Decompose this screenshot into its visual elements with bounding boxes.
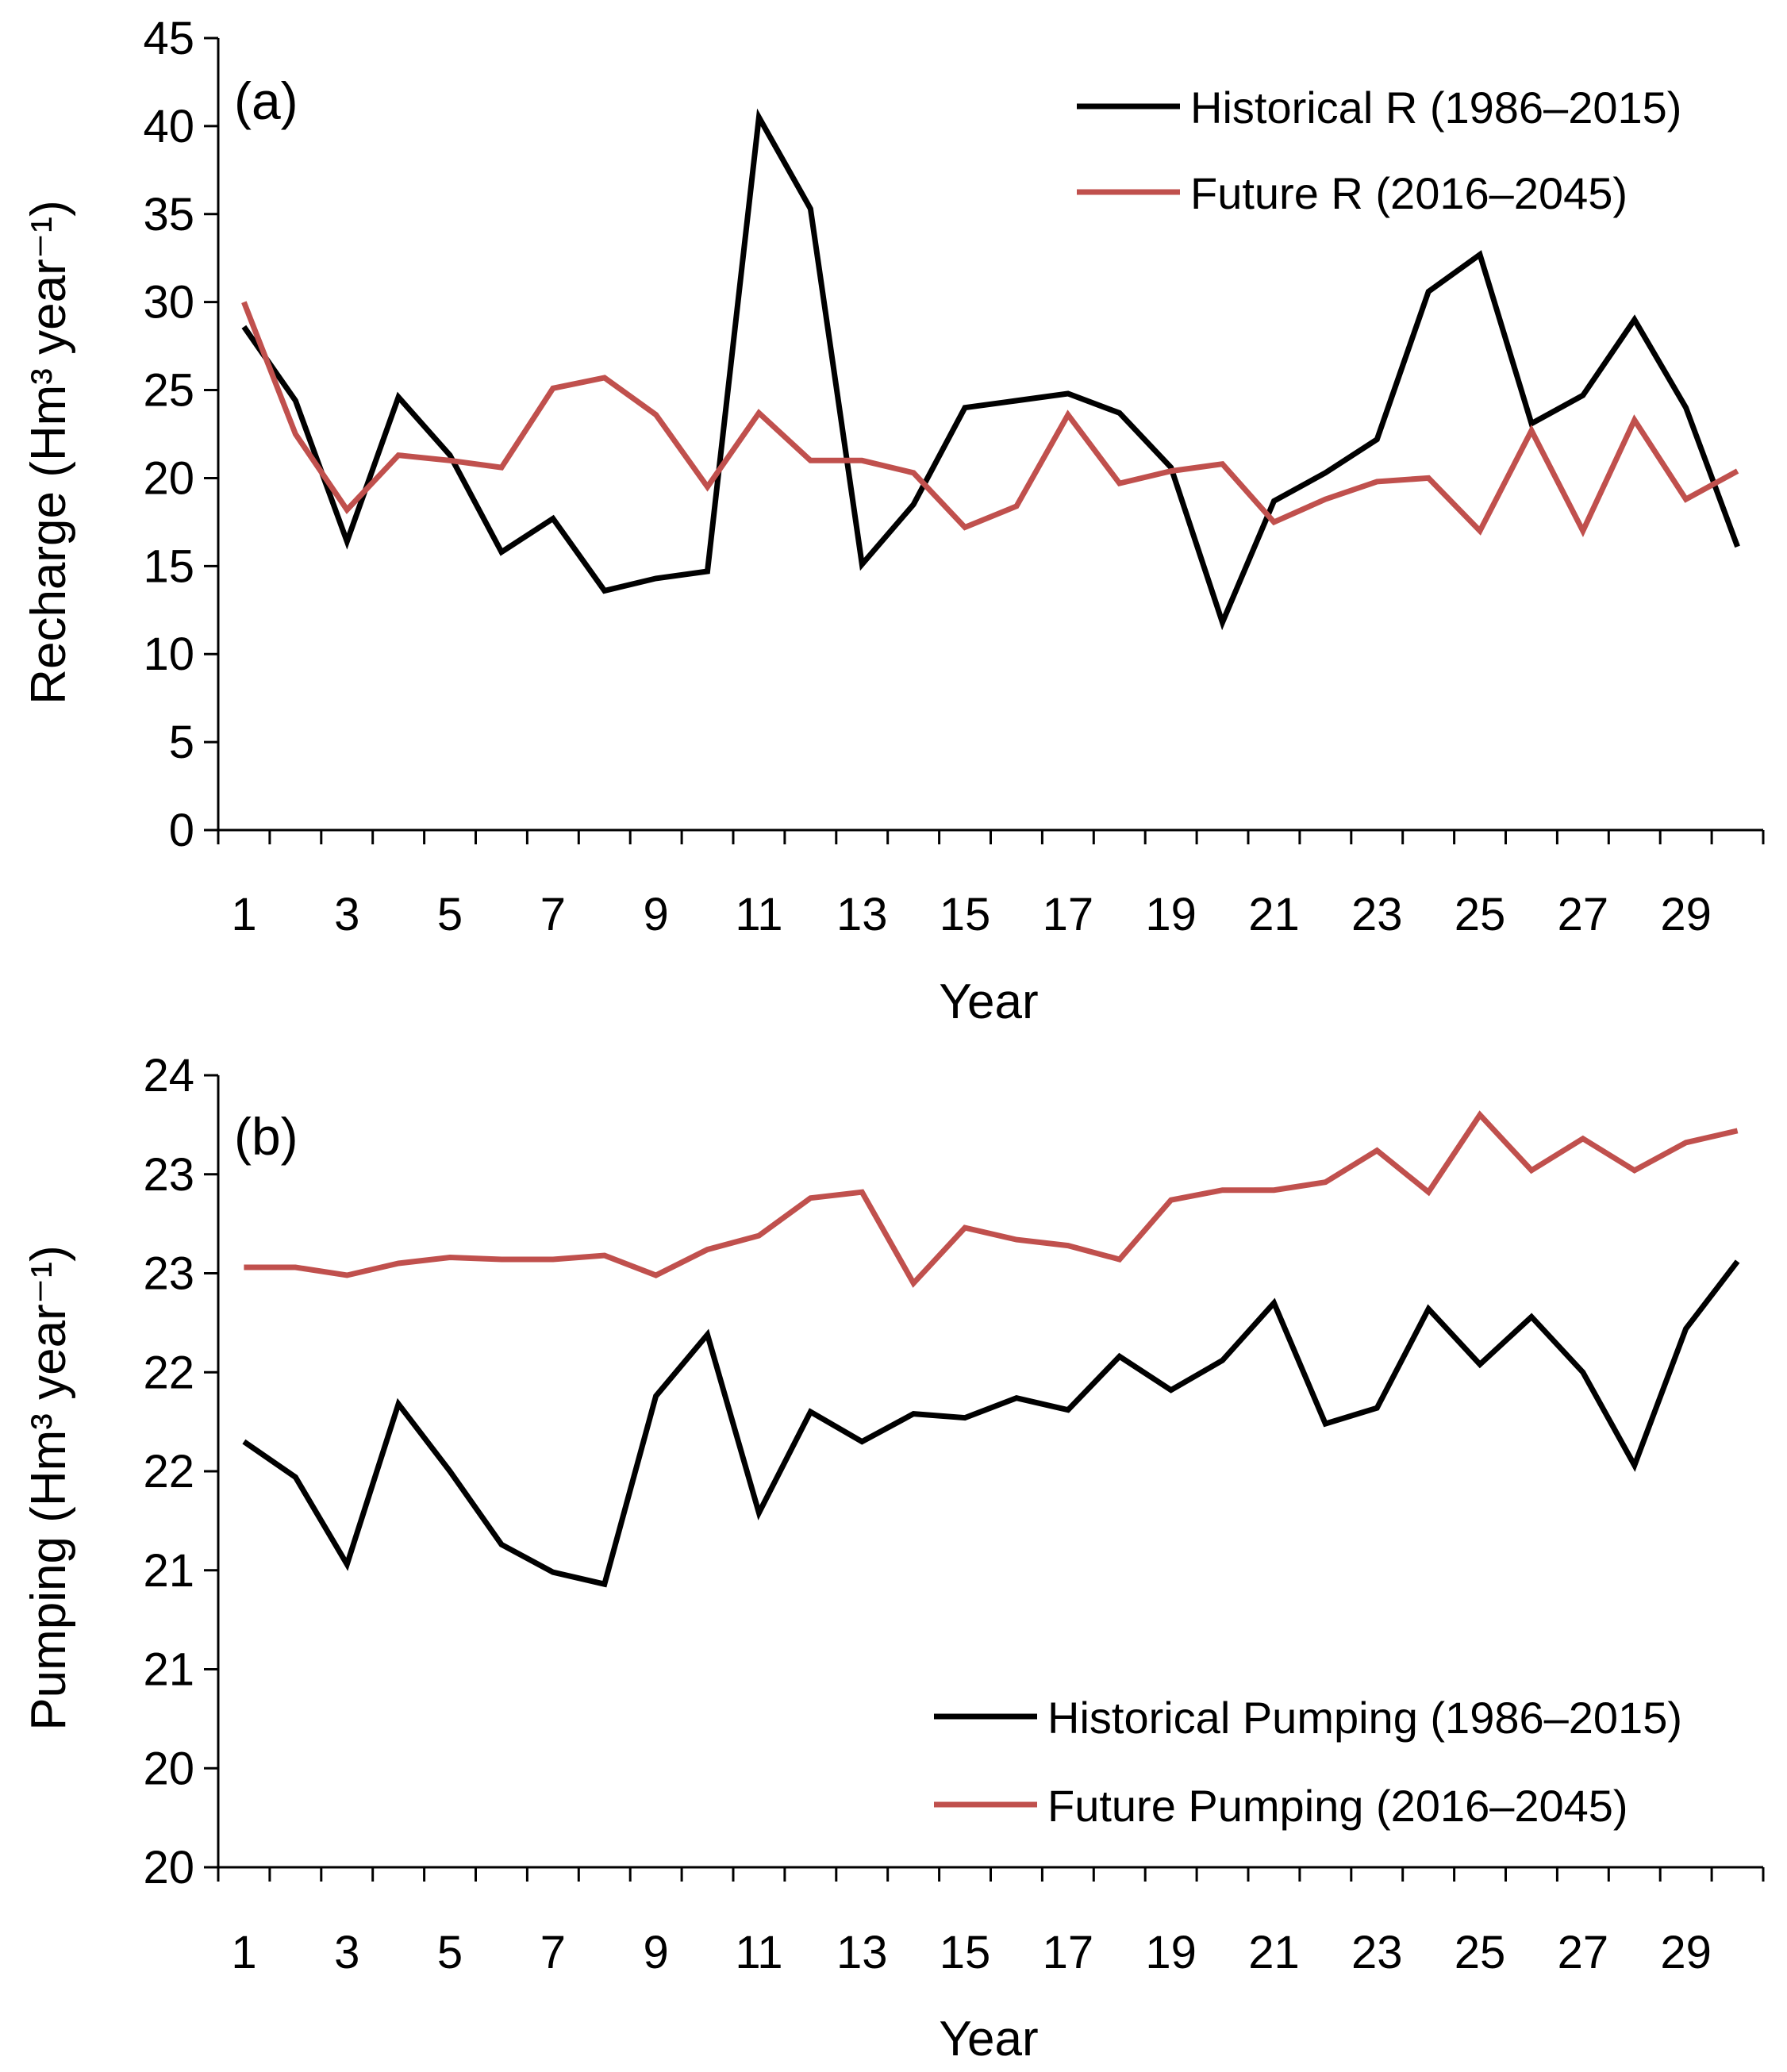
panel-b-x-tick-label: 21 (1248, 1927, 1300, 1978)
panel-a-series-future-r-line (244, 302, 1737, 531)
panel-b-x-tick-label: 3 (334, 1927, 359, 1978)
panel-a-x-tick-label: 9 (644, 889, 669, 940)
panel-b-x-axis-title: Year (939, 2012, 1038, 2066)
panel-a-x-tick-label: 19 (1145, 889, 1197, 940)
panel-b-x-tick-label: 29 (1660, 1927, 1712, 1978)
panel-b-x-tick-label: 25 (1455, 1927, 1506, 1978)
panel-a-y-tick-label: 30 (143, 277, 194, 329)
panel-b-y-tick-label: 24 (143, 1050, 194, 1101)
panel-a-x-tick-label: 23 (1351, 889, 1403, 940)
panel-b-y-tick-label: 20 (143, 1743, 194, 1794)
panel-a-x-tick-label: 13 (836, 889, 888, 940)
panel-b-y-tick-label: 22 (143, 1446, 194, 1497)
panel-b-y-tick-label: 20 (143, 1842, 194, 1893)
legend-label-historical-pumping: Historical Pumping (1986–2015) (1047, 1693, 1682, 1743)
panel-a-legend: Historical R (1986–2015) Future R (2016–… (1077, 83, 1681, 218)
panel-a-y-axis-title: Recharge (Hm³ year⁻¹) (21, 200, 76, 705)
panel-b-x-tick-label: 1 (231, 1927, 256, 1978)
panel-b-x-tick-label: 19 (1145, 1927, 1197, 1978)
panel-a-x-tick-label: 25 (1455, 889, 1506, 940)
panel-b-tag: (b) (234, 1107, 298, 1166)
panel-b-y-tick-label: 22 (143, 1347, 194, 1398)
panel-b-series-future-pumping-line (244, 1115, 1737, 1283)
panel-a-x-axis-title: Year (939, 974, 1038, 1029)
figure: 0510152025303540451 3 5 7 9 11 13 15 17 19 21 23 25 2… (0, 0, 1787, 2072)
panel-b-y-tick-label: 21 (143, 1545, 194, 1597)
panel-b-y-tick-label: 23 (143, 1248, 194, 1300)
panel-a-x-tick-label: 29 (1660, 889, 1712, 940)
legend-label-future-pumping: Future Pumping (2016–2045) (1047, 1781, 1628, 1831)
panel-b-x-tick-label: 13 (836, 1927, 888, 1978)
panel-b-x-tick-label: 11 (735, 1927, 782, 1978)
panel-a-y-tick-label: 25 (143, 365, 194, 417)
panel-a-x-tick-label: 27 (1558, 889, 1609, 940)
panel-a-y-tick-label: 0 (169, 805, 194, 856)
panel-b-y-tick-label: 21 (143, 1644, 194, 1696)
panel-b-x-tick-label: 27 (1558, 1927, 1609, 1978)
panel-a-x-tick-label: 5 (437, 889, 463, 940)
panel-a-y-tick-label: 5 (169, 717, 194, 768)
panel-a-y-tick-label: 20 (143, 452, 194, 504)
panel-b-x-tick-label: 23 (1351, 1927, 1403, 1978)
panel-b-series-historical-pumping-line (244, 1262, 1737, 1585)
panel-b-x-tick-label: 9 (644, 1927, 669, 1978)
legend-label-historical-r: Historical R (1986–2015) (1190, 83, 1681, 133)
panel-a-x-tick-label: 15 (940, 889, 991, 940)
panel-a-tag: (a) (234, 71, 298, 130)
panel-a-x-tick-label: 7 (540, 889, 566, 940)
panel-a-y-tick-label: 40 (143, 101, 194, 152)
panel-a-x-tick-label: 1 (231, 889, 256, 940)
panel-a-x-tick-label: 21 (1248, 889, 1300, 940)
panel-a-y-tick-label: 45 (143, 13, 194, 64)
panel-a-y-tick-label: 10 (143, 629, 194, 680)
panel-b-x-tick-label: 17 (1043, 1927, 1094, 1978)
panel-b-y-tick-label: 23 (143, 1149, 194, 1201)
panel-a-y-tick-label: 35 (143, 189, 194, 240)
panel-a-x-tick-label: 11 (735, 889, 782, 940)
legend-label-future-r: Future R (2016–2045) (1190, 168, 1628, 218)
panel-b-legend: Historical Pumping (1986–2015) Future Pu… (934, 1693, 1682, 1831)
panel-a-x-tick-label: 17 (1043, 889, 1094, 940)
panel-b-x-tick-label: 5 (437, 1927, 463, 1978)
panel-a-y-tick-label: 15 (143, 540, 194, 592)
panel-b-x-tick-label: 15 (940, 1927, 991, 1978)
panel-a-x-tick-label: 3 (334, 889, 359, 940)
panel-b-x-tick-label: 7 (540, 1927, 566, 1978)
panel-b-y-axis-title: Pumping (Hm³ year⁻¹) (21, 1245, 76, 1731)
